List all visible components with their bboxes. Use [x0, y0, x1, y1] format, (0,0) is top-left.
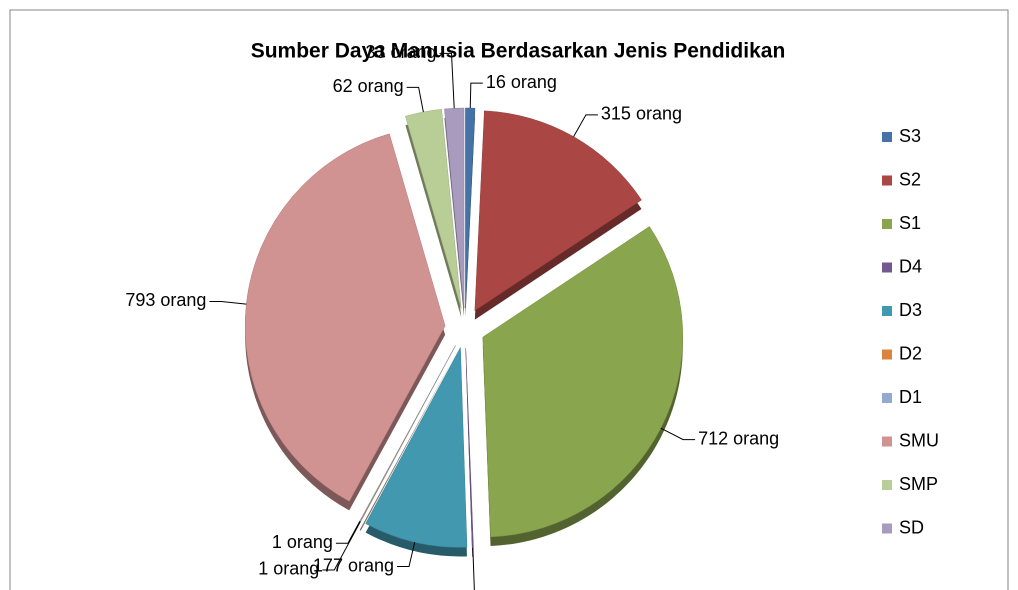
slice-side [359, 354, 456, 531]
chart-frame [9, 9, 1009, 590]
slice [365, 346, 468, 548]
slice [465, 107, 476, 309]
legend-swatch [882, 523, 892, 534]
legend-label: D3 [899, 300, 922, 320]
data-label: 16 orang [486, 72, 557, 92]
leader-line [209, 300, 247, 305]
leader-line [322, 521, 361, 571]
legend-swatch [882, 349, 892, 360]
legend-swatch [882, 132, 892, 142]
legend-swatch [882, 306, 892, 316]
legend-label: SD [899, 517, 924, 537]
slice-side [405, 118, 462, 318]
legend-label: S1 [899, 213, 921, 233]
data-label: 712 orang [698, 428, 779, 448]
leader-line [660, 427, 696, 441]
legend-swatch [882, 480, 892, 490]
legend-swatch [882, 175, 892, 186]
leader-line [472, 547, 475, 590]
legend-swatch [882, 436, 892, 447]
slice-side [360, 354, 456, 531]
legend-swatch [882, 262, 892, 273]
leader-line [469, 82, 483, 109]
leader-line [573, 114, 598, 137]
slice [244, 133, 446, 502]
data-label: 1 orang [258, 559, 319, 579]
leader-line [397, 542, 416, 568]
data-label: 177 orang [313, 555, 394, 575]
legend-swatch [882, 393, 892, 403]
legend-label: D2 [899, 343, 922, 363]
chart-title: Sumber Daya Manusia Berdasarkan Jenis Pe… [251, 40, 786, 63]
legend-label: SMP [899, 474, 938, 494]
data-label: 315 orang [601, 104, 682, 124]
legend-label: S3 [899, 126, 921, 146]
legend-label: SMU [899, 430, 939, 450]
slice [465, 347, 474, 549]
legend-label: D1 [899, 387, 922, 407]
leader-line [406, 86, 424, 113]
legend-label: S2 [899, 169, 921, 189]
legend-swatch [882, 219, 892, 229]
leader-line [335, 521, 361, 544]
data-label: 793 orang [125, 290, 206, 310]
leader-line [439, 52, 455, 109]
data-label: 62 orang [333, 76, 404, 96]
legend-label: D4 [899, 256, 922, 276]
data-label: 33 orang [365, 42, 436, 62]
data-label: 1 orang [272, 532, 333, 552]
